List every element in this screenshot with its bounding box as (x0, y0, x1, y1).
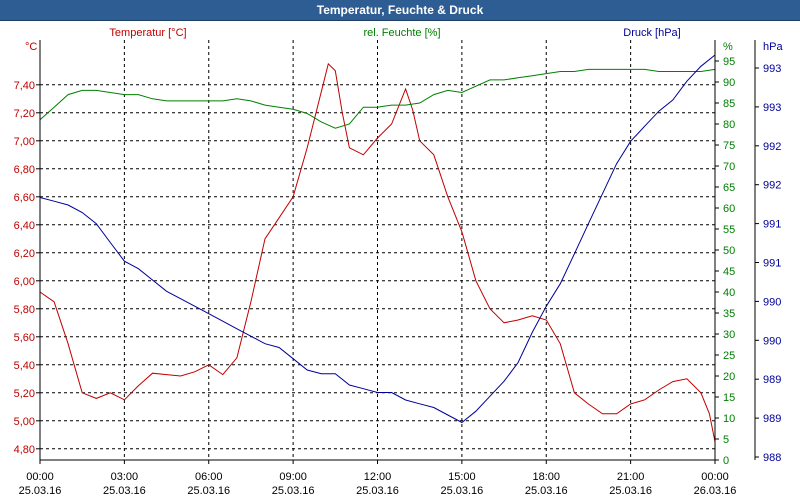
humidity-unit-label: % (723, 41, 733, 53)
pressure-tick-label: 992 (763, 180, 781, 192)
temperature-tick-label: 5,40 (14, 360, 35, 372)
series-line-pressure (39, 54, 716, 424)
line-chart: 4,80 5,00 5,20 5,40 5,60 5,80 6,00 6,20 6,40 6,60… (14, 27, 784, 497)
chart-title-bar: Temperatur, Feuchte & Druck (0, 0, 800, 21)
humidity-tick-label: 65 (723, 182, 735, 194)
x-tick-label-date: 25.03.16 (609, 485, 652, 497)
humidity-tick-label: 5 (723, 434, 729, 446)
x-tick-label-date: 25.03.16 (440, 485, 483, 497)
humidity-tick-label: 45 (723, 266, 735, 278)
x-tick-label-date: 25.03.16 (187, 485, 230, 497)
grid (40, 40, 715, 460)
humidity-tick-label: 55 (723, 224, 735, 236)
temperature-tick-label: 7,40 (14, 80, 35, 92)
humidity-tick-label: 95 (723, 56, 735, 68)
pressure-axis-label: Druck [hPa] (623, 27, 680, 39)
x-tick-label-time: 12:00 (364, 471, 392, 483)
humidity-tick-label: 85 (723, 98, 735, 110)
humidity-tick-label: 90 (723, 77, 735, 89)
pressure-tick-label: 989 (763, 374, 781, 386)
x-tick-label-time: 06:00 (195, 471, 223, 483)
plot-frame (39, 40, 756, 461)
x-tick-label-time: 00:00 (701, 471, 729, 483)
temperature-tick-label: 5,60 (14, 332, 35, 344)
pressure-tick-label: 989 (763, 413, 781, 425)
x-tick-label-date: 25.03.16 (525, 485, 568, 497)
pressure-tick-label: 993 (763, 102, 781, 114)
x-tick-label-date: 25.03.16 (19, 485, 62, 497)
temperature-tick-label: 5,00 (14, 416, 35, 428)
temperature-tick-label: 6,20 (14, 248, 35, 260)
x-tick-label-date: 25.03.16 (272, 485, 315, 497)
pressure-tick-label: 992 (763, 141, 781, 153)
humidity-tick-label: 30 (723, 329, 735, 341)
temperature-tick-label: 5,20 (14, 388, 35, 400)
x-tick-label-time: 00:00 (26, 471, 54, 483)
temperature-tick-label: 6,00 (14, 276, 35, 288)
series-lines (39, 54, 716, 442)
pressure-tick-label: 990 (763, 296, 781, 308)
humidity-tick-label: 15 (723, 392, 735, 404)
pressure-tick-label: 991 (763, 219, 781, 231)
humidity-tick-label: 25 (723, 350, 735, 362)
humidity-tick-label: 50 (723, 245, 735, 257)
temperature-axis-label: Temperatur [°C] (109, 27, 186, 39)
x-tick-label-date: 25.03.16 (356, 485, 399, 497)
axes: 4,80 5,00 5,20 5,40 5,60 5,80 6,00 6,20 6,40 6,60… (14, 27, 784, 497)
humidity-tick-label: 80 (723, 119, 735, 131)
temperature-unit-label: °C (25, 41, 37, 53)
pressure-tick-label: 990 (763, 335, 781, 347)
humidity-tick-label: 0 (723, 455, 729, 467)
humidity-tick-label: 40 (723, 287, 735, 299)
humidity-tick-label: 10 (723, 413, 735, 425)
temperature-tick-label: 6,60 (14, 192, 35, 204)
humidity-axis-label: rel. Feuchte [%] (363, 27, 440, 39)
temperature-tick-label: 5,80 (14, 304, 35, 316)
pressure-unit-label: hPa (763, 41, 783, 53)
x-tick-label-time: 09:00 (279, 471, 307, 483)
humidity-tick-label: 60 (723, 203, 735, 215)
humidity-tick-label: 35 (723, 308, 735, 320)
x-tick-label-time: 18:00 (532, 471, 560, 483)
x-tick-label-date: 25.03.16 (103, 485, 146, 497)
temperature-tick-label: 4,80 (14, 444, 35, 456)
x-tick-label-time: 03:00 (111, 471, 139, 483)
series-line-temperature (39, 62, 716, 442)
chart-title: Temperatur, Feuchte & Druck (316, 3, 484, 17)
humidity-tick-label: 70 (723, 161, 735, 173)
temperature-tick-label: 7,00 (14, 136, 35, 148)
pressure-tick-label: 993 (763, 63, 781, 75)
temperature-tick-label: 6,80 (14, 164, 35, 176)
series-line-humidity (39, 68, 716, 129)
temperature-tick-label: 6,40 (14, 220, 35, 232)
x-tick-label-time: 21:00 (617, 471, 645, 483)
humidity-tick-label: 75 (723, 140, 735, 152)
pressure-tick-label: 991 (763, 258, 781, 270)
x-tick-label-date: 26.03.16 (694, 485, 737, 497)
temperature-tick-label: 7,20 (14, 108, 35, 120)
humidity-tick-label: 20 (723, 371, 735, 383)
x-tick-label-time: 15:00 (448, 471, 476, 483)
pressure-tick-label: 988 (763, 452, 781, 464)
